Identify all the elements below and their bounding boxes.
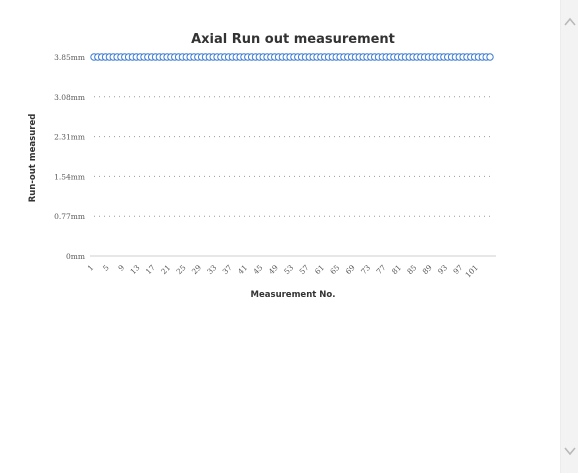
data-point (486, 53, 494, 61)
x-tick-label: 97 (451, 263, 464, 276)
x-tick-label: 17 (144, 263, 157, 276)
x-tick-label: 89 (421, 263, 434, 276)
x-tick-label: 81 (390, 263, 403, 276)
x-tick-label: 25 (175, 263, 188, 276)
x-tick-label: 53 (282, 263, 295, 276)
y-tick-label: 3.08mm (54, 93, 85, 102)
x-tick-label: 93 (436, 263, 449, 276)
x-axis-ticks: 1 5 9 13 17 21 25 29 33 37 41 45 49 53 57 61 65 69 73 77 81 8… (86, 263, 480, 280)
x-tick-label: 33 (205, 263, 218, 276)
x-tick-label: 61 (313, 263, 326, 276)
y-tick-label: 0mm (66, 252, 85, 261)
x-tick-label: 37 (221, 263, 234, 276)
x-tick-label: 77 (374, 263, 387, 276)
x-tick-label: 57 (298, 263, 311, 276)
x-tick-label: 45 (251, 263, 264, 276)
x-tick-label: 65 (328, 263, 341, 276)
y-tick-label: 2.31mm (54, 133, 85, 142)
x-tick-label: 21 (159, 263, 172, 276)
x-tick-label: 85 (405, 263, 418, 276)
x-tick-label: 9 (116, 263, 126, 273)
x-tick-label: 29 (190, 263, 203, 276)
x-tick-label: 41 (236, 263, 249, 276)
x-tick-label: 49 (267, 263, 280, 276)
y-axis-title: Run-out measured (28, 114, 38, 203)
x-tick-label: 13 (128, 263, 141, 276)
y-tick-label: 0.77mm (54, 212, 85, 221)
x-tick-label: 69 (344, 263, 357, 276)
chevron-up-icon[interactable] (564, 16, 576, 28)
x-axis-title: Measurement No. (251, 290, 336, 300)
y-tick-label: 1.54mm (54, 172, 85, 181)
y-axis-ticks: 0mm 0.77mm 1.54mm 2.31mm 3.08mm 3.85mm (54, 53, 85, 261)
x-tick-label: 101 (463, 263, 479, 279)
chevron-down-icon[interactable] (564, 445, 576, 457)
y-tick-label: 3.85mm (54, 53, 85, 62)
vertical-scrollbar[interactable] (560, 0, 578, 473)
x-tick-label: 5 (101, 263, 111, 273)
data-points (90, 53, 494, 61)
chart: Axial Run out measurement Run-out measur… (28, 32, 496, 300)
chart-title: Axial Run out measurement (191, 32, 395, 47)
x-tick-label: 73 (359, 263, 372, 276)
x-tick-label: 1 (86, 263, 96, 273)
gridlines (94, 56, 490, 217)
